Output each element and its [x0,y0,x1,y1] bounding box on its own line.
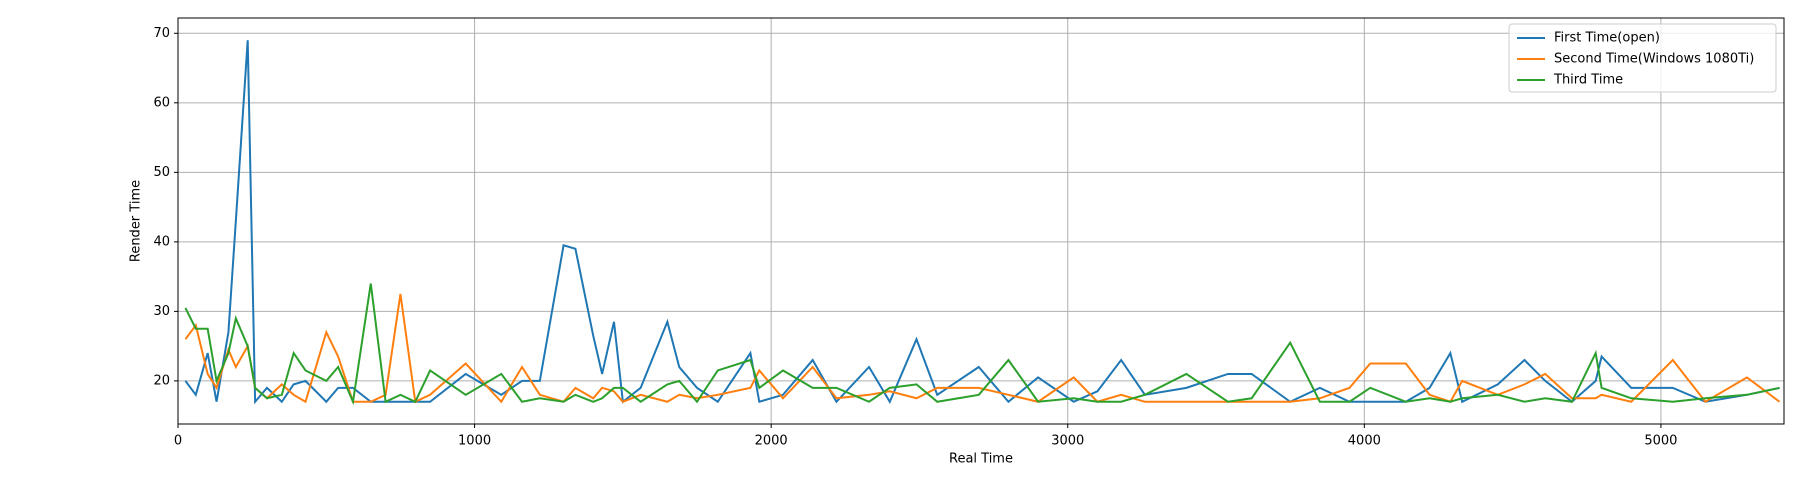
y-axis-label: Render Time [129,180,144,262]
y-tick-label: 50 [153,165,170,180]
x-axis-label: Real Time [949,452,1013,467]
y-tick-label: 40 [153,234,170,249]
x-tick-label: 4000 [1348,434,1381,449]
legend-box [1508,23,1777,93]
plot-frame [177,17,1785,425]
x-tick-label: 0 [174,434,182,449]
line-series [184,40,1780,405]
y-tick-label: 20 [153,373,170,388]
y-tick-label: 60 [153,95,170,110]
y-tick-label: 70 [153,26,170,41]
y-tick-label: 30 [153,304,170,319]
x-tick-label: 3000 [1051,434,1084,449]
legend-label: Second Time(Windows 1080Ti) [1554,52,1754,67]
line-series [184,283,1780,406]
x-tick-label: 1000 [458,434,491,449]
legend-label: First Time(open) [1554,31,1660,46]
legend-label: Third Time [1553,73,1623,88]
x-tick-label: 2000 [755,434,788,449]
x-tick-label: 5000 [1644,434,1677,449]
